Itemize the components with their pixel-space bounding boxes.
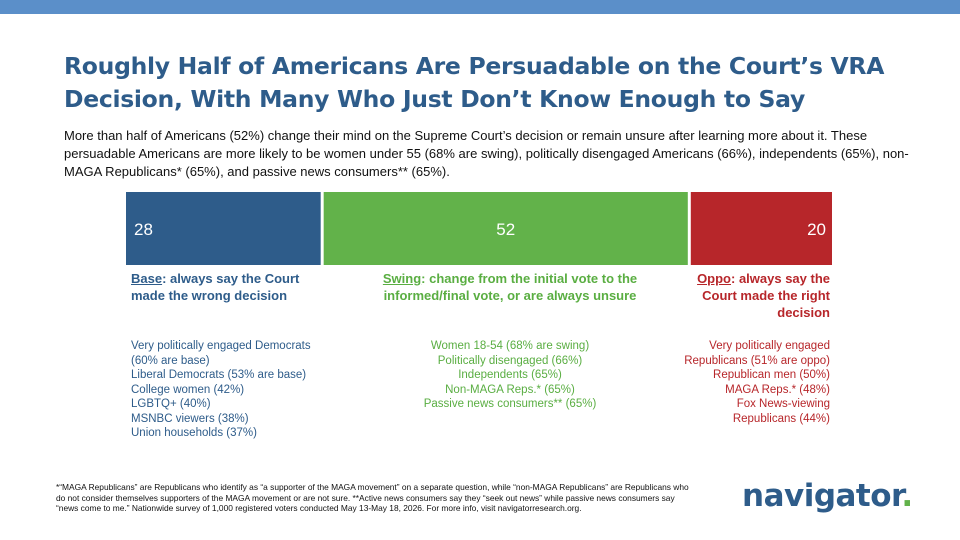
oppo-list-item: Fox News-viewing Republicans (44%): [732, 398, 830, 425]
base-heading: Base: always say the Court made the wron…: [131, 270, 321, 304]
oppo-heading: Oppo: always say the Court made the righ…: [680, 270, 830, 321]
oppo-list-item: MAGA Reps.* (48%): [725, 383, 830, 396]
base-list-item: Liberal Democrats (53% are base): [131, 369, 307, 381]
base-group-list: Very politically engaged Democrats (60% …: [131, 339, 361, 441]
swing-description: : change from the initial vote to the in…: [383, 271, 638, 303]
swing-list-item: Passive news consumers** (65%): [423, 398, 597, 410]
bar-value-label-base: 28: [134, 220, 153, 239]
swing-name: Swing: [382, 271, 422, 286]
logo-dot: .: [901, 478, 913, 514]
oppo-group-list: Very politically engaged Republicans (51…: [640, 339, 830, 426]
base-description: : always say the Court made the wrong de…: [131, 271, 300, 303]
oppo-list-item: Republican men (50%): [713, 369, 830, 381]
bar-value-label-oppo: 20: [807, 220, 826, 239]
navigator-logo: navigator.: [742, 478, 913, 514]
base-list-item: College women (42%): [131, 383, 245, 396]
swing-list-item: Women 18-54 (68% are swing): [430, 340, 590, 352]
bar-segment-base: [126, 192, 321, 265]
bar-value-label-swing: 52: [496, 220, 515, 239]
base-list-item: Union households (37%): [131, 427, 257, 439]
oppo-name: Oppo: [697, 271, 731, 286]
bar-group: 28 52 20: [126, 192, 832, 265]
base-list-item: MSNBC viewers (38%): [131, 412, 249, 425]
footnote: *“MAGA Republicans” are Republicans who …: [56, 482, 689, 513]
bar-segment-oppo: [690, 192, 832, 265]
swing-list-item: Politically disengaged (66%): [437, 354, 583, 367]
base-name: Base: [131, 271, 163, 286]
base-list-item: Very politically engaged Democrats (60% …: [131, 340, 311, 367]
swing-heading: Swing: change from the initial vote to t…: [360, 270, 660, 304]
swing-list-item: Independents (65%): [458, 369, 562, 381]
bar-segment-swing: [323, 192, 688, 265]
swing-list-item: Non-MAGA Reps.* (65%): [445, 383, 575, 396]
slide-subtitle: More than half of Americans (52%) change…: [64, 128, 909, 179]
logo-text: navigator: [742, 478, 902, 514]
base-list-item: LGBTQ+ (40%): [131, 398, 211, 410]
oppo-list-item: Very politically engaged Republicans (51…: [684, 340, 830, 367]
oppo-description: : always say the Court made the right de…: [702, 271, 830, 320]
swing-group-list: Women 18-54 (68% are swing) Politically …: [380, 339, 640, 412]
top-accent-bar: [0, 0, 960, 14]
slide-title: Roughly Half of Americans Are Persuadabl…: [64, 52, 885, 113]
